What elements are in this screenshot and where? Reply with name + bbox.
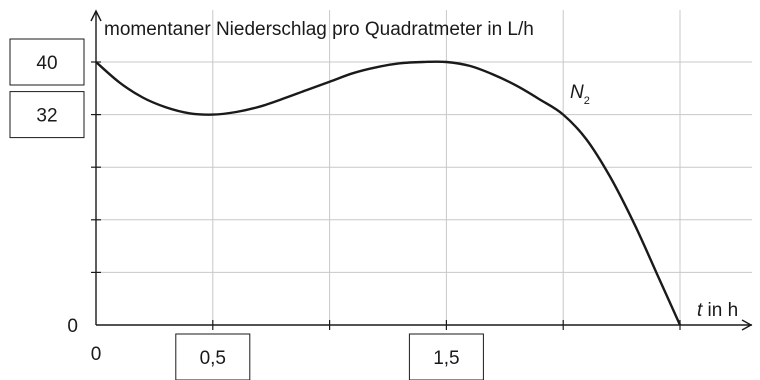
x-axis-label-variable: t [697, 300, 703, 321]
boxed-tick-labels: 40 32 0,5 1,5 [9, 38, 484, 380]
y-axis-label: momentaner Niederschlag pro Quadratmeter… [104, 19, 534, 40]
grid [96, 10, 752, 325]
y-tick-label-origin: 0 [67, 316, 78, 337]
ticks [91, 61, 681, 330]
y-axis-arrow [90, 9, 102, 22]
x-axis-label: t in h [697, 300, 738, 321]
x-axis-arrow [741, 319, 753, 331]
series-label-n2: N2 [570, 82, 590, 107]
series-label-subscript: 2 [584, 95, 590, 107]
y-tick-box-0 [9, 38, 85, 86]
y-tick-label-0: 40 [36, 53, 57, 74]
x-axis-label-unit: in h [702, 300, 738, 321]
x-tick-label-1: 1,5 [433, 348, 459, 369]
y-tick-label-1: 32 [36, 106, 57, 127]
axes [90, 9, 753, 331]
series-label-name: N [570, 82, 584, 103]
x-tick-label-0: 0,5 [200, 348, 226, 369]
y-tick-box-1 [9, 91, 85, 139]
x-tick-box-0 [175, 333, 251, 380]
x-tick-label-origin: 0 [91, 344, 102, 365]
series-line-n2 [95, 60, 682, 326]
x-tick-box-1 [408, 333, 484, 380]
